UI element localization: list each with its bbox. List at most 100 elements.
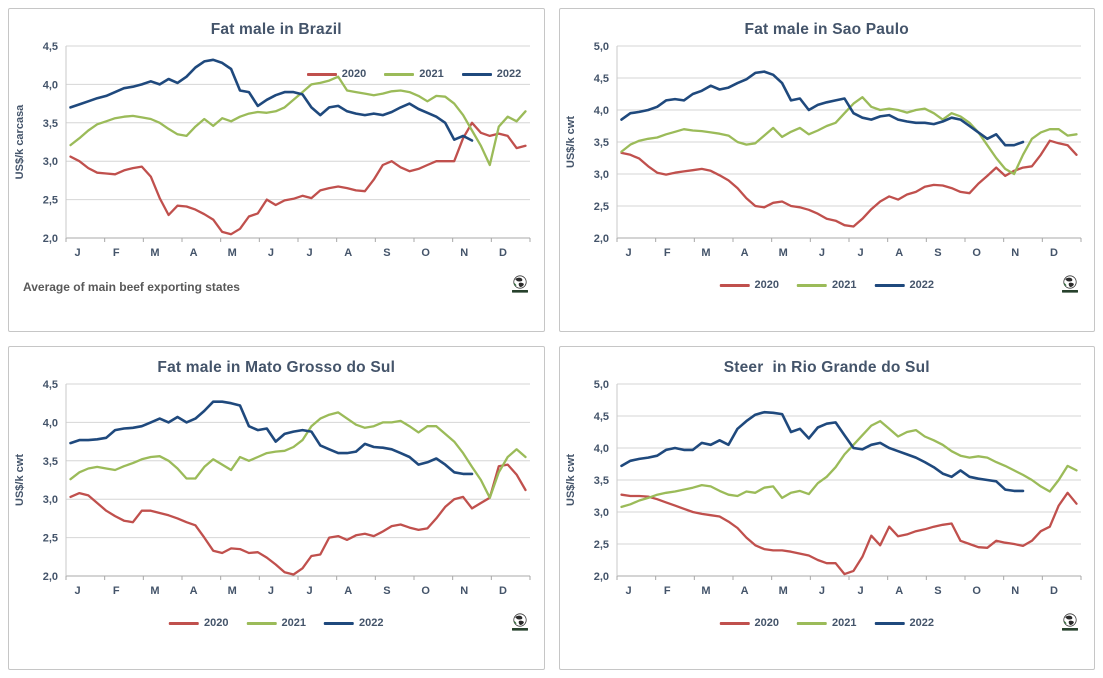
y-tick-label: 2,0 [593, 571, 608, 583]
month-label: N [461, 247, 469, 259]
legend-dash-2020 [719, 283, 750, 287]
panel-footer-rio-grande: 2020 2021 2022 [560, 612, 1095, 644]
month-label: J [857, 247, 863, 259]
series-line-2020 [620, 491, 1078, 576]
legend-dash-2022 [874, 283, 905, 287]
y-tick-label: 4,0 [43, 79, 58, 91]
legend-brazil: 2020 2021 2022 [306, 68, 521, 80]
legend-label-2020: 2020 [754, 617, 780, 629]
y-tick-label: 5,0 [593, 41, 608, 53]
month-label: J [307, 585, 313, 597]
legend-item-2022: 2022 [461, 68, 521, 80]
y-tick-label: 2,0 [43, 571, 58, 583]
month-label: A [740, 247, 748, 259]
legend-label-2021: 2021 [281, 617, 306, 629]
footnote-brazil: Average of main beef exporting states [23, 280, 240, 294]
month-label: J [857, 585, 863, 597]
chart-panel-sao-paulo: Fat male in Sao Paulo 5,0 4,5 4,0 3,5 3,0 2,5… [558, 8, 1095, 332]
y-tick-label: 3,5 [593, 475, 608, 487]
month-label: N [1011, 247, 1019, 259]
legend-label-2020: 2020 [341, 68, 367, 80]
series-line-2022 [69, 400, 474, 476]
series-line-2020 [69, 463, 527, 576]
month-label: M [701, 585, 710, 597]
month-label: J [75, 585, 81, 597]
y-tick-label: 2,5 [593, 539, 608, 551]
y-tick-label: 3,5 [593, 137, 608, 149]
y-tick-label: 4,0 [43, 417, 58, 429]
legend-item-2021: 2021 [797, 279, 856, 291]
series-line-2021 [620, 419, 1078, 509]
legend-item-2021: 2021 [384, 68, 444, 80]
legend-dash-2022 [323, 621, 354, 625]
month-label: M [701, 247, 710, 259]
month-label: S [384, 247, 391, 259]
legend-item-2021: 2021 [246, 617, 306, 629]
month-label: O [972, 247, 981, 259]
month-label: D [499, 247, 507, 259]
legend-dash-2020 [719, 621, 750, 625]
month-label: D [1050, 585, 1058, 597]
month-label: M [151, 585, 160, 597]
legend-item-2020: 2020 [719, 279, 780, 291]
series-line-2022 [619, 70, 1025, 147]
series-line-2021 [69, 411, 527, 499]
month-label: N [1011, 585, 1019, 597]
chart-title-mato-grosso: Fat male in Mato Grosso do Sul [157, 359, 396, 376]
y-axis-title: US$/k cwt [14, 454, 26, 506]
month-label: S [934, 247, 941, 259]
month-label: O [422, 585, 431, 597]
y-tick-label: 3,5 [43, 456, 58, 468]
month-label: F [664, 247, 671, 259]
series-line-2020 [69, 121, 527, 236]
month-label: A [345, 585, 353, 597]
month-label: M [778, 247, 787, 259]
y-tick-label: 3,5 [43, 118, 58, 130]
panel-footer-sao-paulo: 2020 2021 2022 [560, 274, 1095, 306]
month-label: M [151, 247, 160, 259]
globe-logo [511, 613, 528, 631]
month-label: J [75, 247, 81, 259]
month-label: A [895, 585, 903, 597]
month-label: J [625, 247, 631, 259]
legend-dash-2021 [797, 621, 828, 625]
month-label: M [228, 585, 237, 597]
legend-item-2022: 2022 [874, 279, 934, 291]
legend-label-2020: 2020 [754, 279, 780, 291]
month-label: D [499, 585, 507, 597]
legend-item-2022: 2022 [323, 617, 384, 629]
legend-label-2022: 2022 [358, 617, 384, 629]
panel-footer-mato-grosso: 2020 2021 2022 [9, 612, 544, 644]
legend-rio-grande: 2020 2021 2022 [719, 617, 934, 629]
y-tick-label: 4,5 [43, 41, 58, 53]
legend-label-2021: 2021 [832, 279, 857, 291]
line-chart-brazil: 4,5 4,0 3,5 3,0 2,5 2,0 J F M A M J J A S O N D US$/k carc… [14, 41, 531, 259]
y-tick-label: 2,0 [593, 233, 608, 245]
month-label: F [664, 585, 671, 597]
y-tick-label: 4,5 [593, 411, 608, 423]
legend-label-2020: 2020 [204, 617, 229, 629]
legend-mato-grosso: 2020 2021 2022 [169, 617, 383, 629]
y-tick-label: 2,5 [43, 533, 58, 545]
legend-dash-2020 [169, 621, 200, 625]
series-line-2020 [620, 139, 1078, 228]
month-label: F [113, 585, 120, 597]
y-axis-title: US$/k cwt [565, 454, 577, 506]
month-label: A [190, 247, 198, 259]
month-label: A [895, 247, 903, 259]
y-tick-label: 3,0 [593, 507, 608, 519]
legend-label-2022: 2022 [909, 279, 934, 291]
chart-panel-mato-grosso: Fat male in Mato Grosso do Sul 4,5 4,0 3,5… [8, 346, 545, 670]
series-line-2021 [620, 96, 1078, 176]
chart-panel-rio-grande: Steer in Rio Grande do Sul 5,0 4,5 4,0 3,5 3… [558, 346, 1095, 670]
legend-label-2022: 2022 [909, 617, 934, 629]
legend-dash-2022 [874, 621, 905, 625]
month-label: J [268, 585, 274, 597]
line-chart-sao-paulo: 5,0 4,5 4,0 3,5 3,0 2,5 2,0 J F M A M J J A S O N D US$/k c… [565, 41, 1082, 259]
month-label: A [190, 585, 198, 597]
legend-dash-2021 [246, 621, 277, 625]
month-label: M [778, 585, 787, 597]
month-label: O [972, 585, 981, 597]
legend-item-2021: 2021 [797, 617, 856, 629]
y-tick-label: 2,5 [593, 201, 608, 213]
